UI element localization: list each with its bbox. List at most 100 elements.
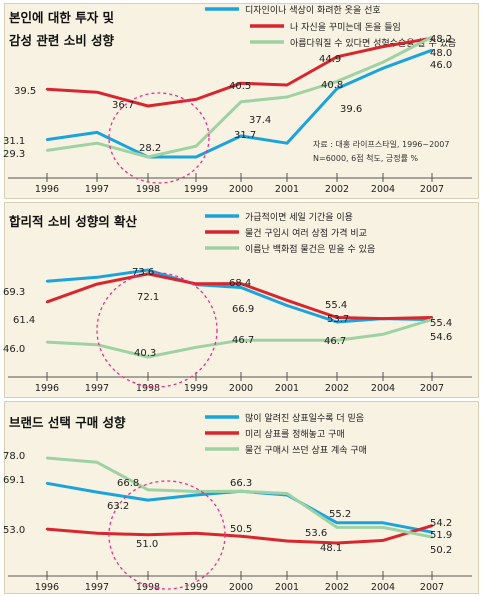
chart3-legend-label: 많이 알려진 상표일수록 더 믿음 <box>245 412 364 424</box>
chart1-data-label: 39.6 <box>340 104 362 115</box>
chart1-series-3-point <box>285 95 289 99</box>
chart1-series-2-point <box>146 104 150 108</box>
chart3-title-line: 브랜드 선택 구매 성향 <box>9 415 126 430</box>
chart2-x-tick-label: 1999 <box>184 383 208 394</box>
chart2-data-label: 55.4 <box>430 318 452 329</box>
chart2-data-label: 61.4 <box>13 315 35 326</box>
chart1-series-2-point <box>194 98 198 101</box>
chart1-series-2-point <box>95 91 99 94</box>
chart3-x-tick-label: 1999 <box>184 582 208 593</box>
chart3-series-3-point <box>194 490 198 493</box>
chart1-series-3-point <box>45 149 49 152</box>
chart1-series-1-point <box>285 142 289 145</box>
chart3-series-1-point <box>194 493 198 497</box>
chart3-series-1-point <box>146 498 150 502</box>
chart1-series-3-point <box>335 80 339 83</box>
chart2-x-tick-label: 2004 <box>371 383 395 394</box>
chart3-series-3-point <box>381 526 385 529</box>
chart3-x-tick-label: 1996 <box>35 582 59 593</box>
chart3-series-2-point <box>194 532 198 535</box>
chart1-data-label: 28.2 <box>139 143 161 154</box>
chart3-series-2-point <box>95 532 99 535</box>
chart2-series-3-point <box>285 339 289 342</box>
chart3-series-2-point <box>239 535 243 538</box>
chart1-series-1-point <box>430 49 434 52</box>
chart2-data-label: 66.9 <box>232 304 254 315</box>
chart1-series-1-point <box>95 131 99 134</box>
chart2-data-label: 55.4 <box>325 300 347 311</box>
chart3-series-3-point <box>146 488 150 491</box>
chart1-series-3-point <box>239 100 243 104</box>
chart1-series-2-point <box>45 88 49 91</box>
chart2-x-tick-label: 2001 <box>275 383 299 394</box>
chart1-series-1-point <box>45 138 49 141</box>
chart3-series-3-point <box>45 456 49 460</box>
chart1-data-label: 31.1 <box>3 136 25 147</box>
chart2-series-2-point <box>381 317 385 320</box>
chart1-source-note: 자료 : 대홍 라이프스타일, 1996~2007 <box>313 139 449 149</box>
chart1-data-label: 36.7 <box>112 100 134 111</box>
chart2-series-3-point <box>45 340 49 344</box>
chart1-series-1-point <box>381 67 385 70</box>
chart3-x-tick-label: 2001 <box>275 582 299 593</box>
chart2-series-3-point <box>95 343 99 346</box>
chart1-highlight-circle <box>108 92 210 184</box>
chart2-series-1-point <box>146 268 150 272</box>
chart2-data-label: 73.6 <box>132 267 154 278</box>
chart3-series-2-point <box>146 533 150 536</box>
chart3-series-3-point <box>285 492 289 495</box>
chart3-legend-label: 물건 구매시 쓰던 상표 계속 구매 <box>245 444 367 456</box>
chart1-x-tick-label: 2002 <box>325 184 349 195</box>
chart3-series-1-point <box>335 521 339 524</box>
chart3-data-label: 69.1 <box>3 475 25 486</box>
chart2-series-3-point <box>146 355 150 359</box>
chart1-legend-label: 나 자신을 꾸미는데 돈을 들임 <box>290 21 401 33</box>
chart2-data-label: 46.0 <box>3 344 25 355</box>
chart2-highlight-circle <box>96 272 218 388</box>
chart2-data-label: 46.7 <box>232 335 254 346</box>
chart2-series-2-point <box>95 282 99 286</box>
chart3-x-tick-label: 2000 <box>229 582 253 593</box>
panel-rational-consumption <box>4 202 479 398</box>
chart3-series-2-point <box>335 541 339 545</box>
chart3-series-3-point <box>430 535 434 539</box>
chart1-x-tick-label: 2000 <box>229 184 253 195</box>
chart2-series-3-point <box>381 333 385 336</box>
chart2-series-1-point <box>239 286 243 289</box>
chart3-x-tick-label: 1998 <box>136 582 160 593</box>
chart3-series-1-point <box>381 521 385 524</box>
chart3-series-2-point <box>430 524 434 527</box>
chart1-series-1-point <box>194 155 198 159</box>
chart1-data-label: 39.5 <box>14 86 36 97</box>
panel-brand-selection <box>4 401 479 594</box>
chart1-source-note: N=6000, 6점 척도, 긍정률 % <box>313 153 419 163</box>
chart3-series-1-point <box>95 490 99 494</box>
chart1-x-tick-label: 1999 <box>184 184 208 195</box>
chart3-x-tick-label: 1997 <box>85 582 109 593</box>
chart2-series-3-point <box>430 318 434 321</box>
chart3-data-label: 51.0 <box>136 539 158 550</box>
chart3-series-3-point <box>95 461 99 464</box>
chart1-series-3-point <box>430 35 434 39</box>
chart2-series-2-point <box>239 282 243 285</box>
chart2-title-line: 합리적 소비 성향의 확산 <box>9 214 138 229</box>
chart1-x-tick-label: 1997 <box>85 184 109 195</box>
chart1-data-label: 31.7 <box>234 130 256 141</box>
chart1-x-tick-label: 1998 <box>136 184 160 195</box>
chart3-legend-label: 미리 상표를 정해놓고 구매 <box>245 429 345 440</box>
chart2-series-3-point <box>194 346 198 349</box>
chart3-data-label: 78.0 <box>3 451 25 462</box>
chart3-series-2-point <box>285 539 289 543</box>
chart2-series-2-point <box>335 316 339 319</box>
chart2-data-label: 46.7 <box>324 336 346 347</box>
chart3-data-label: 53.6 <box>305 528 327 539</box>
chart2-data-label: 40.3 <box>134 348 156 359</box>
chart2-series-1-point <box>335 320 339 324</box>
chart2-legend-label: 이름난 백화점 물건은 믿을 수 있음 <box>245 243 375 255</box>
chart1-series-2-point <box>335 55 339 58</box>
chart3-series-1-point <box>45 482 49 485</box>
chart1-data-label: 37.4 <box>249 115 271 126</box>
chart1-data-label: 29.3 <box>3 149 25 160</box>
chart2-series-2-point <box>430 316 434 319</box>
